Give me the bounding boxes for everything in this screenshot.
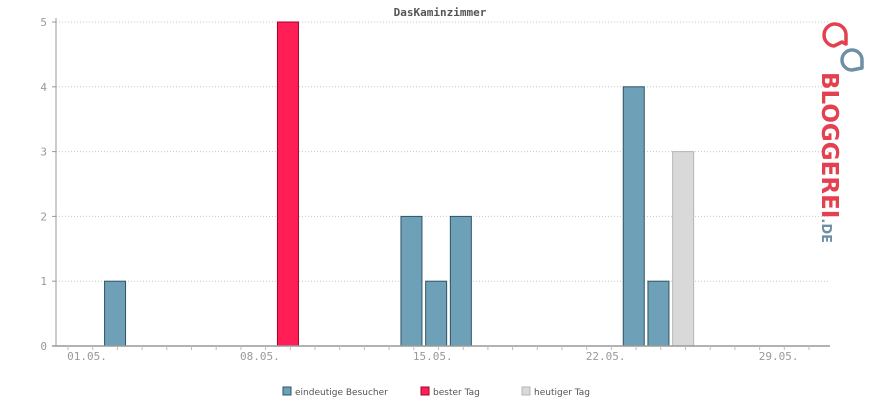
axes [52,18,830,350]
y-tick-label-2: 2 [40,210,47,223]
x-tick-label-22: 22.05. [586,350,626,363]
legend-swatch-1 [420,386,430,396]
legend-swatch-2 [521,386,531,396]
bar-day-2 [104,280,127,347]
legend-label-0: eindeutige Besucher [295,388,388,398]
legend: eindeutige Besucher bester Tag heutiger Ta… [282,386,590,398]
bar-day-16 [449,215,472,347]
logo-text-main: BLOGGEREI [816,72,842,218]
y-tick-label-1: 1 [40,275,47,288]
y-tick-label-5: 5 [40,16,47,29]
gridlines [56,21,830,282]
legend-label-1: bester Tag [433,388,480,398]
bars [104,21,695,347]
y-tick-label-0: 0 [40,340,47,353]
bar-day-9 [276,21,299,347]
y-tick-labels: 0 1 2 3 4 5 [40,16,47,353]
bar-day-24 [647,280,670,347]
x-tick-label-15: 15.05. [413,350,453,363]
x-tick-label-29: 29.05. [759,350,799,363]
x-tick-labels: 01.05. 08.05. 15.05. 22.05. 29.05. [67,350,798,363]
speech-bubbles-icon [822,22,864,72]
bar-day-25 [672,151,695,347]
bar-day-23 [622,86,645,347]
legend-swatch-0 [282,386,292,396]
x-tick-label-8: 08.05. [240,350,280,363]
x-tick-label-1: 01.05. [67,350,107,363]
logo-text-suffix: .DE [818,218,833,243]
svg-text:BLOGGEREI.DE: BLOGGEREI.DE [816,72,842,243]
bloggerei-logo: BLOGGEREI.DE [816,22,864,243]
y-tick-label-4: 4 [40,81,47,94]
chart-title: DasKaminzimmer [394,6,487,19]
legend-label-2: heutiger Tag [534,388,590,398]
bar-day-15 [425,280,448,347]
y-tick-label-3: 3 [40,146,47,159]
bar-day-14 [400,215,423,347]
